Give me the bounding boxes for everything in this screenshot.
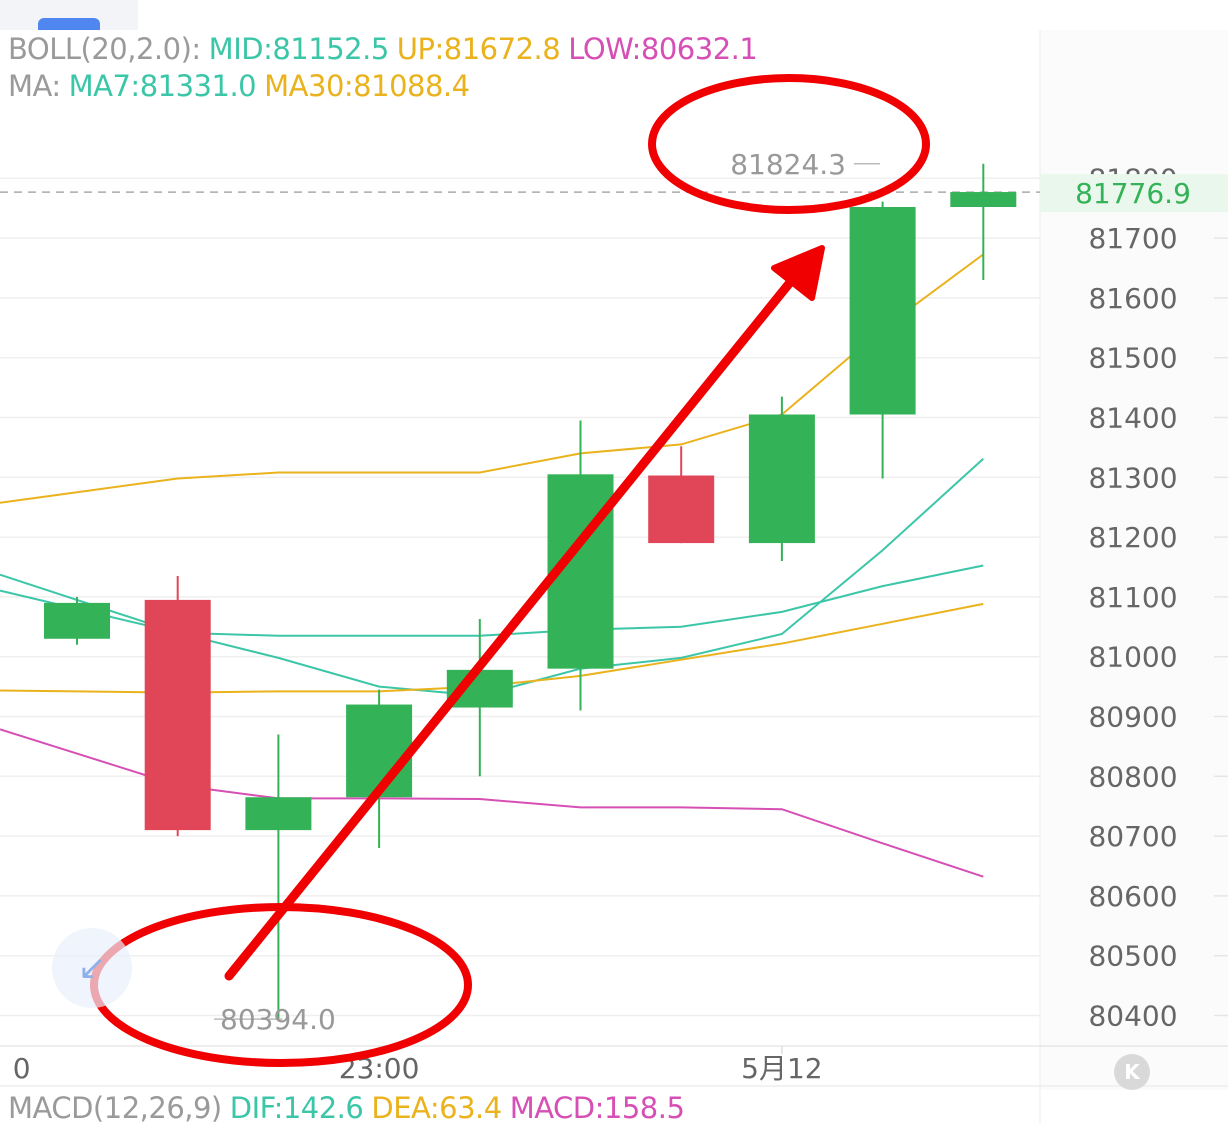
boll_low-line — [0, 728, 984, 878]
candle-up — [748, 414, 815, 544]
candle-down — [144, 599, 211, 831]
candle-up — [346, 704, 413, 798]
y-tick-label: 81200 — [1088, 521, 1177, 554]
macd-dea: DEA:63.4 — [371, 1091, 502, 1124]
axis-labels: 80400 80500 80600 80700 80800 80900 81000 81100… — [13, 148, 1228, 1085]
candle-up — [950, 192, 1017, 208]
boll-up: UP:81672.8 — [396, 32, 561, 66]
y-tick-label: 80500 — [1088, 940, 1177, 973]
k-button[interactable]: K — [1114, 1054, 1150, 1090]
candle-down — [648, 475, 715, 544]
candle-up — [44, 602, 110, 639]
macd-dif: DIF:142.6 — [229, 1091, 364, 1124]
y-tick-label: 81600 — [1088, 282, 1177, 315]
boll-low: LOW:80632.1 — [568, 32, 758, 66]
y-tick-label: 81500 — [1088, 342, 1177, 375]
candle-up — [849, 207, 916, 415]
low-marker-label: 80394.0 — [220, 1003, 336, 1036]
indicator-lines — [0, 191, 1040, 878]
y-tick-label: 81000 — [1088, 641, 1177, 674]
y-tick-label: 81400 — [1088, 402, 1177, 435]
reset-zoom-icon[interactable]: ↙ — [52, 928, 132, 1008]
boll-mid: MID:81152.5 — [208, 32, 390, 66]
y-tick-label: 80600 — [1088, 880, 1177, 913]
y-tick-label: 80800 — [1088, 760, 1177, 793]
annotation-arrow-shaft — [224, 275, 797, 981]
boll_up-line — [0, 253, 984, 504]
last-price-tag — [1040, 174, 1228, 213]
candle-up — [245, 797, 312, 831]
ma-label: MA: — [8, 69, 61, 103]
ma7-value: MA7:81331.0 — [68, 69, 257, 103]
x-tick-label: 0 — [13, 1052, 31, 1085]
y-tick-label: 80700 — [1088, 820, 1177, 853]
y-tick-label: 80400 — [1088, 1000, 1177, 1033]
macd-legend: MACD(12,26,9) DIF:142.6 DEA:63.4 MACD:158.5 — [8, 1091, 692, 1124]
macd-value: MACD:158.5 — [509, 1091, 685, 1124]
y-tick-label: 81700 — [1088, 222, 1177, 255]
boll-legend: BOLL(20,2.0): MID:81152.5 UP:81672.8 LOW:80… — [8, 32, 765, 66]
macd-label: MACD(12,26,9) — [8, 1091, 222, 1124]
annotation-circle-high — [648, 74, 930, 214]
y-tick-label: 81300 — [1088, 461, 1177, 494]
candles — [44, 163, 1017, 1020]
y-tick-label: 81100 — [1088, 581, 1177, 614]
top-tab-indicator[interactable] — [0, 0, 138, 30]
boll-label: BOLL(20,2.0): — [8, 32, 201, 66]
annotation-circle-low — [90, 903, 472, 1067]
x-tick-label: 5月12 — [741, 1052, 822, 1085]
y-tick-label: 80900 — [1088, 701, 1177, 734]
annotation-arrow-head — [771, 245, 825, 301]
ma-legend: MA: MA7:81331.0 MA30:81088.4 — [8, 69, 478, 103]
ma30-value: MA30:81088.4 — [264, 69, 470, 103]
last-price-label: 81776.9 — [1075, 177, 1191, 210]
high-marker-label: 81824.3 — [730, 148, 846, 181]
annotations — [90, 74, 930, 1067]
